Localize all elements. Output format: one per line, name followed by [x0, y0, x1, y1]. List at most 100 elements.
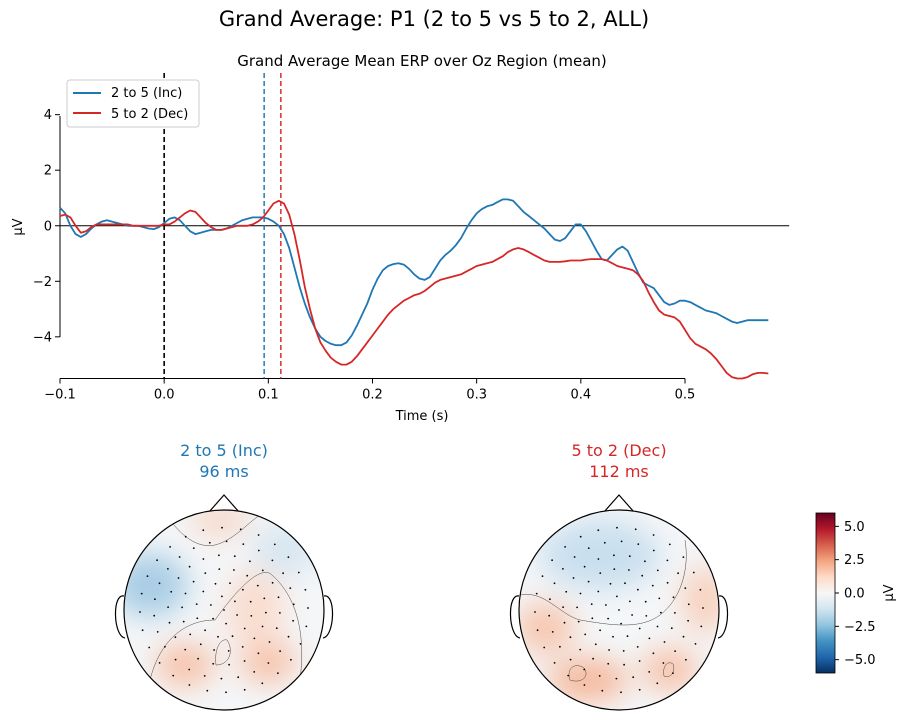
sensor-dot	[234, 600, 236, 603]
erp-series-lines	[59, 198, 769, 380]
sensor-dot	[637, 588, 639, 591]
sensor-dot	[597, 529, 600, 532]
sensor-dot	[620, 540, 623, 543]
x-tick-label: 0.3	[466, 388, 487, 403]
sensor-dot	[660, 611, 662, 614]
sensor-dot	[233, 555, 236, 558]
sensor-dot	[218, 554, 220, 557]
sensor-dot	[559, 645, 561, 648]
topomap-dec-title-time: 112 ms	[589, 462, 649, 481]
sensor-dot	[597, 558, 600, 560]
topomap-inc-left-ear	[114, 595, 126, 639]
sensor-dot	[579, 648, 582, 651]
sensor-dot	[156, 559, 159, 562]
sensor-dot	[535, 592, 538, 595]
sensor-dot	[202, 529, 205, 532]
sensor-dot	[188, 668, 191, 671]
sensor-dot	[587, 547, 590, 549]
sensor-dot	[674, 612, 676, 614]
sensor-dot	[261, 569, 264, 572]
sensor-dot	[656, 625, 659, 628]
sensor-dot	[549, 598, 551, 601]
topomap-dec-sensors	[534, 526, 704, 694]
sensor-dot	[208, 541, 211, 544]
sensor-dot	[638, 688, 641, 691]
sensor-dot	[279, 650, 281, 652]
colorbar-tick-label: −5.0	[844, 653, 876, 668]
sensor-dot	[263, 597, 266, 600]
sensor-dot	[239, 528, 242, 531]
sensor-dot	[141, 629, 144, 632]
sensor-dot	[699, 588, 702, 591]
sensor-dot	[307, 607, 309, 609]
sensor-dot	[203, 675, 206, 677]
sensor-dot	[644, 600, 647, 603]
sensor-dot	[225, 622, 228, 625]
sensor-dot	[223, 609, 225, 611]
erp-chart-title: Grand Average Mean ERP over Oz Region (m…	[237, 52, 607, 70]
sensor-dot	[202, 590, 205, 593]
sensor-dot	[221, 595, 223, 598]
sensor-dot	[169, 546, 172, 548]
sensor-dot	[620, 622, 622, 625]
sensor-dot	[265, 611, 267, 614]
sensor-dot	[174, 636, 177, 639]
sensor-dot	[599, 629, 601, 632]
sensor-dot	[268, 641, 271, 643]
sensor-dot	[242, 543, 245, 545]
sensor-dot	[587, 580, 590, 583]
sensor-dot	[624, 582, 626, 585]
sensor-dot	[267, 662, 270, 664]
sensor-dot	[613, 568, 616, 570]
topomap-dec-head-outline	[518, 509, 720, 711]
sensor-dot	[652, 549, 655, 552]
legend-label-dec: 5 to 2 (Dec)	[111, 107, 188, 122]
sensor-dot	[233, 569, 235, 571]
sensor-dot	[641, 574, 644, 577]
sensor-dot	[662, 662, 665, 664]
sensor-dot	[629, 600, 631, 603]
sensor-dot	[652, 652, 655, 655]
sensor-dot	[168, 621, 171, 624]
sensor-dot	[541, 575, 544, 577]
sensor-dot	[666, 581, 669, 584]
sensor-dot	[618, 609, 620, 611]
topomap-inc: 2 to 5 (Inc) 96 ms	[114, 441, 334, 711]
sensor-dot	[287, 635, 290, 638]
x-tick-label: 0.5	[675, 388, 696, 403]
sensor-dot	[246, 574, 249, 577]
sensor-dot	[656, 569, 659, 572]
topomap-inc-head-outline	[123, 509, 325, 711]
sensor-dot	[685, 658, 687, 661]
sensor-dot	[241, 646, 244, 648]
sensor-dot	[658, 597, 661, 600]
sensor-dot	[287, 556, 290, 558]
sensor-dot	[668, 543, 671, 546]
sensor-dot	[212, 617, 215, 620]
sensor-dot	[608, 649, 610, 651]
sensor-dot	[197, 657, 200, 660]
y-tick-label: 2	[44, 164, 52, 179]
sensor-dot	[305, 625, 308, 628]
sensor-dot	[592, 657, 594, 660]
sensor-dot	[188, 565, 191, 568]
sensor-dot	[243, 627, 246, 630]
topomap-inc-nose	[208, 494, 240, 513]
topomap-dec-field	[519, 510, 719, 710]
sensor-dot	[553, 662, 556, 664]
sensor-dot	[243, 688, 246, 691]
sensor-dot	[672, 596, 675, 599]
sensor-dot	[153, 614, 156, 617]
sensor-dot	[218, 568, 221, 570]
sensor-dot	[158, 582, 161, 585]
sensor-dot	[213, 649, 216, 651]
sensor-dot	[250, 615, 253, 617]
erp-line-chart: Grand Average Mean ERP over Oz Region (m…	[11, 52, 790, 424]
sensor-dot	[231, 635, 234, 638]
sensor-dot	[184, 535, 187, 538]
sensor-dot	[221, 526, 223, 529]
sensor-dot	[167, 606, 170, 608]
sensor-dot	[638, 660, 641, 662]
sensor-dot	[594, 643, 597, 646]
